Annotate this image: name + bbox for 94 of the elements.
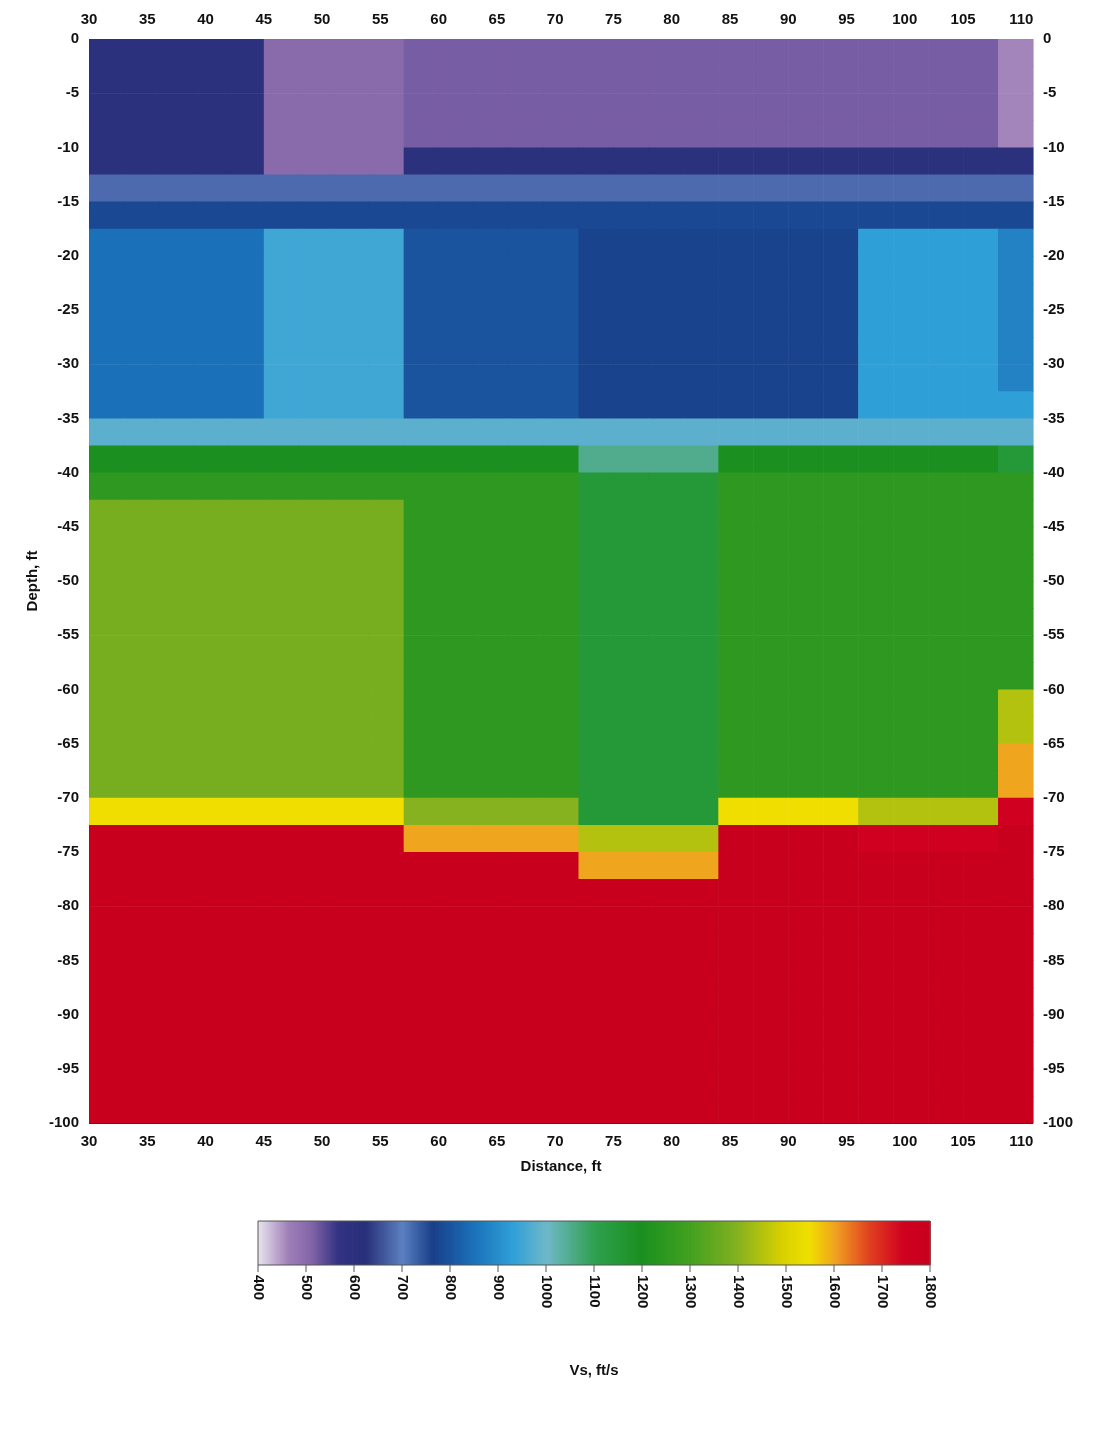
x2-tick-label: 35 bbox=[138, 10, 156, 28]
x2-tick-label: 55 bbox=[372, 10, 389, 28]
x-tick-label: 85 bbox=[721, 1132, 739, 1150]
x2-tick-label: 65 bbox=[488, 10, 506, 28]
y2-tick-label: -85 bbox=[1042, 950, 1065, 968]
y-tick-label: -20 bbox=[57, 245, 80, 263]
x-tick-label: 90 bbox=[779, 1132, 797, 1150]
x-tick-label: 70 bbox=[546, 1132, 564, 1150]
y2-tick-label: -70 bbox=[1042, 787, 1065, 805]
y-tick-label: -45 bbox=[57, 516, 80, 534]
x2-tick-label: 45 bbox=[255, 10, 273, 28]
y2-tick-label: -40 bbox=[1042, 462, 1065, 480]
y-tick-label: -5 bbox=[65, 83, 80, 101]
color-bar-label: 1400 bbox=[730, 1275, 748, 1309]
y-tick-label: -95 bbox=[57, 1058, 80, 1076]
x2-tick-label: 40 bbox=[197, 10, 214, 28]
x-tick-label: 35 bbox=[138, 1132, 156, 1150]
x2-tick-label: 95 bbox=[838, 10, 855, 28]
y2-tick-label: -50 bbox=[1042, 571, 1065, 589]
x2-tick-label: 80 bbox=[663, 10, 681, 28]
color-bar-label: 1200 bbox=[634, 1275, 652, 1309]
color-bar-label: 400 bbox=[250, 1275, 268, 1301]
color-bar-label: 800 bbox=[442, 1275, 460, 1301]
x2-tick-label: 85 bbox=[721, 10, 739, 28]
y-tick-label: -25 bbox=[57, 300, 80, 318]
y-tick-label: -70 bbox=[57, 787, 80, 805]
y-tick-label: -60 bbox=[57, 679, 80, 697]
x-tick-label: 110 bbox=[1009, 1132, 1034, 1150]
x-tick-label: 60 bbox=[430, 1132, 447, 1150]
x2-tick-label: 30 bbox=[80, 10, 98, 28]
x2-tick-label: 105 bbox=[950, 10, 976, 28]
color-bar-title: Vs, ft/s bbox=[569, 1361, 619, 1378]
color-bar-label: 1100 bbox=[586, 1275, 604, 1308]
color-bar-label: 1500 bbox=[778, 1275, 796, 1309]
y-tick-label: -30 bbox=[57, 354, 80, 372]
x-tick-label: 55 bbox=[372, 1132, 389, 1150]
y2-tick-label: -55 bbox=[1042, 625, 1065, 643]
y2-tick-label: -95 bbox=[1042, 1058, 1065, 1076]
y-tick-label: -100 bbox=[48, 1113, 80, 1131]
x-tick-label: 40 bbox=[197, 1132, 214, 1150]
y2-tick-label: -90 bbox=[1042, 1004, 1065, 1022]
color-bar-label: 900 bbox=[490, 1275, 508, 1301]
x2-tick-label: 90 bbox=[779, 10, 797, 28]
color-bar-label: 500 bbox=[298, 1275, 316, 1301]
color-bar-label: 1000 bbox=[538, 1275, 556, 1309]
x-tick-label: 50 bbox=[313, 1132, 331, 1150]
x-axis-title: Distance, ft bbox=[520, 1157, 602, 1175]
x-tick-label: 105 bbox=[950, 1132, 976, 1150]
x-tick-label: 75 bbox=[605, 1132, 622, 1150]
y-tick-label: -85 bbox=[57, 950, 80, 968]
x2-tick-label: 75 bbox=[605, 10, 622, 28]
y-tick-label: -75 bbox=[57, 842, 80, 860]
color-bar-label: 700 bbox=[394, 1275, 412, 1301]
y-axis-title: Depth, ft bbox=[23, 550, 41, 612]
y2-tick-label: -15 bbox=[1042, 191, 1065, 209]
y-tick-label: -55 bbox=[57, 625, 80, 643]
x2-tick-label: 100 bbox=[892, 10, 918, 28]
y2-tick-label: -45 bbox=[1042, 516, 1065, 534]
x2-tick-label: 110 bbox=[1009, 10, 1034, 28]
color-bar-label: 1600 bbox=[826, 1275, 844, 1309]
y2-tick-label: 0 bbox=[1042, 29, 1052, 47]
x2-tick-label: 50 bbox=[313, 10, 331, 28]
x2-tick-label: 70 bbox=[546, 10, 564, 28]
y2-tick-label: -5 bbox=[1042, 83, 1057, 101]
y-tick-label: -80 bbox=[57, 896, 80, 914]
y-tick-label: -65 bbox=[57, 733, 80, 751]
y2-tick-label: -20 bbox=[1042, 245, 1065, 263]
x-tick-label: 80 bbox=[663, 1132, 681, 1150]
y2-tick-label: -80 bbox=[1042, 896, 1065, 914]
y2-tick-label: -75 bbox=[1042, 842, 1065, 860]
y-tick-label: -35 bbox=[57, 408, 80, 426]
y-tick-label: -15 bbox=[57, 191, 80, 209]
y2-tick-label: -25 bbox=[1042, 300, 1065, 318]
color-bar-label: 1800 bbox=[922, 1275, 940, 1309]
y-tick-label: 0 bbox=[70, 29, 80, 47]
y2-tick-label: -30 bbox=[1042, 354, 1065, 372]
color-bar-label: 1700 bbox=[874, 1275, 892, 1309]
color-bar-label: 600 bbox=[346, 1275, 364, 1301]
y2-tick-label: -60 bbox=[1042, 679, 1065, 697]
y-tick-label: -10 bbox=[57, 137, 80, 155]
x-tick-label: 95 bbox=[838, 1132, 855, 1150]
x-tick-label: 65 bbox=[488, 1132, 506, 1150]
x-tick-label: 30 bbox=[80, 1132, 98, 1150]
x2-tick-label: 60 bbox=[430, 10, 447, 28]
y2-tick-label: -65 bbox=[1042, 733, 1065, 751]
y2-tick-label: -35 bbox=[1042, 408, 1065, 426]
y2-tick-label: -100 bbox=[1042, 1113, 1074, 1131]
y-tick-label: -40 bbox=[57, 462, 80, 480]
color-bar-label: 1300 bbox=[682, 1275, 700, 1309]
y-tick-label: -50 bbox=[57, 571, 80, 589]
y2-tick-label: -10 bbox=[1042, 137, 1065, 155]
x-tick-label: 100 bbox=[892, 1132, 918, 1150]
y-tick-label: -90 bbox=[57, 1004, 80, 1022]
x-tick-label: 45 bbox=[255, 1132, 273, 1150]
